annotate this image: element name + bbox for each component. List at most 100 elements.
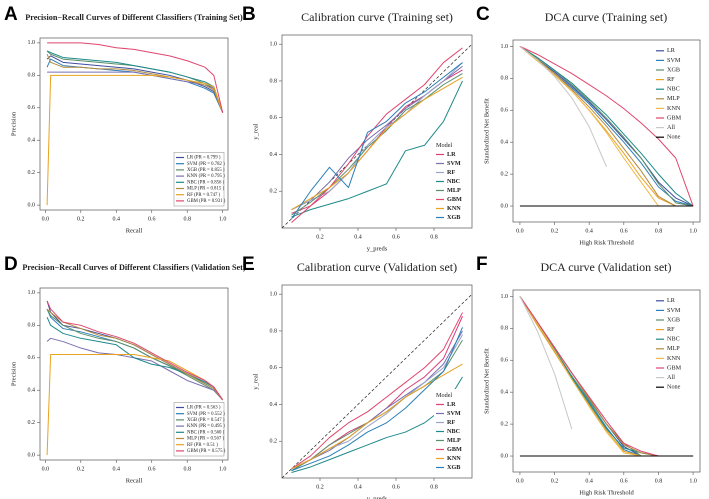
legend-label: LR xyxy=(667,297,676,304)
chart-title: Calibration curve (Training set) xyxy=(301,10,453,24)
plot-frame xyxy=(512,289,701,473)
y-tick-label: 0.4 xyxy=(501,390,509,396)
legend-label: LR xyxy=(447,151,456,158)
legend-label: GBM (PR = 0.575 ) xyxy=(187,449,226,454)
y-tick-label: 0.4 xyxy=(28,138,36,144)
series-line xyxy=(46,300,224,401)
panel-label: F xyxy=(476,254,488,275)
legend-label: GBM (PR = 0.931 ) xyxy=(187,199,226,204)
chart-title: Precision−Recall Curves of Different Cla… xyxy=(25,13,243,22)
x-tick-label: 1.0 xyxy=(219,466,227,472)
series-line xyxy=(46,337,224,401)
series-line xyxy=(291,312,463,470)
y-tick-label: 0.6 xyxy=(501,108,509,114)
x-tick-label: 0.2 xyxy=(77,466,85,472)
x-tick-label: 0.8 xyxy=(183,466,191,472)
legend-label: KNN (PR = 0.495 ) xyxy=(187,424,225,429)
panel: C DCA curve (Training set) 0.0 0.2 0.4 0.6 0.8… xyxy=(476,4,701,246)
legend-label: MLP (PR = 0.567 ) xyxy=(187,437,224,442)
legend-label: MLP xyxy=(667,345,680,352)
legend-label: NBC (PR = 0.856 ) xyxy=(187,180,225,185)
legend-box xyxy=(173,402,225,457)
x-tick-label: 0.6 xyxy=(392,484,400,490)
series-line xyxy=(47,71,224,113)
chart-title: Precision−Recall Curves of Different Cla… xyxy=(22,263,246,272)
y-tick-label: 0.0 xyxy=(28,453,36,459)
y-axis-label: Standardized Net Benefit xyxy=(483,348,490,414)
x-tick-label: 0.4 xyxy=(113,216,121,222)
legend-label: RF (PR = 0.51 ) xyxy=(187,443,218,448)
series-line xyxy=(291,62,463,220)
legend-label: XGB xyxy=(667,316,680,323)
legend-label: All xyxy=(667,374,675,381)
x-axis-label: Recall xyxy=(126,477,143,484)
legend-label: KNN xyxy=(667,355,681,362)
panel: B Calibration curve (Training set) 0.2 0.4 0… xyxy=(242,4,473,252)
x-tick-label: 0.4 xyxy=(354,234,362,240)
legend-label: SVM xyxy=(447,160,461,167)
legend-label: RF xyxy=(447,419,455,426)
legend-label: LR xyxy=(667,47,676,54)
x-tick-label: 0.2 xyxy=(77,216,85,222)
x-tick-label: 1.0 xyxy=(689,228,697,234)
x-tick-label: 0.0 xyxy=(516,478,524,484)
legend-label: RF xyxy=(447,169,455,176)
y-tick-label: 0.8 xyxy=(270,328,278,334)
y-tick-label: 1.0 xyxy=(270,42,278,48)
series-line xyxy=(47,42,224,113)
legend-label: None xyxy=(667,384,681,391)
series-line xyxy=(46,74,224,206)
legend-label: MLP xyxy=(667,95,680,102)
panel-label: A xyxy=(4,4,18,25)
legend-label: MLP (PR = 0.815 ) xyxy=(187,187,224,192)
legend-title: Model xyxy=(436,142,452,149)
y-tick-label: 0.8 xyxy=(270,78,278,84)
series-line xyxy=(46,55,224,113)
x-tick-label: 0.6 xyxy=(392,234,400,240)
y-tick-label: 0.8 xyxy=(501,326,509,332)
y-tick-label: 0.2 xyxy=(501,421,509,427)
x-tick-label: 0.8 xyxy=(430,234,438,240)
series-line xyxy=(46,308,224,401)
y-tick-label: 0.6 xyxy=(28,355,36,361)
x-tick-label: 0.0 xyxy=(42,466,50,472)
y-tick-label: 0.6 xyxy=(270,365,278,371)
legend-label: LR (PR = 0.563 ) xyxy=(187,406,221,411)
x-tick-label: 0.6 xyxy=(620,478,628,484)
legend-label: KNN xyxy=(447,205,461,212)
series-line xyxy=(519,296,573,430)
series-line xyxy=(291,62,463,211)
x-tick-label: 0.4 xyxy=(585,478,593,484)
y-tick-label: 0.2 xyxy=(28,170,36,176)
x-tick-label: 0.2 xyxy=(551,478,559,484)
series-line xyxy=(291,76,463,211)
x-tick-label: 0.4 xyxy=(585,228,593,234)
series-line xyxy=(46,317,224,401)
series-line xyxy=(519,45,694,207)
legend-label: KNN (PR = 0.795 ) xyxy=(187,174,225,179)
plot-frame xyxy=(281,284,473,479)
legend-label: XGB xyxy=(447,214,460,221)
legend-label: NBC xyxy=(447,178,460,185)
legend-label: NBC (PR = 0.560 ) xyxy=(187,430,225,435)
legend-title: Model xyxy=(436,392,452,399)
y-tick-label: 0.2 xyxy=(501,171,509,177)
panel: D Precision−Recall Curves of Different Cl… xyxy=(4,254,246,484)
panel-label: C xyxy=(476,4,490,25)
legend-label: LR (PR = 0.799 ) xyxy=(187,156,221,161)
y-tick-label: 0.4 xyxy=(270,402,278,408)
x-tick-label: 0.8 xyxy=(430,484,438,490)
y-tick-label: 0.0 xyxy=(501,453,509,459)
legend-label: MLP xyxy=(447,187,461,194)
y-tick-label: 0.8 xyxy=(28,73,36,79)
x-tick-label: 0.6 xyxy=(620,228,628,234)
legend-label: KNN xyxy=(447,455,461,462)
x-axis-label: y_preds xyxy=(367,245,388,252)
y-tick-label: 0.8 xyxy=(28,323,36,329)
chart-title: DCA curve (Validation set) xyxy=(541,260,672,274)
legend-label: XGB xyxy=(667,66,680,73)
series-line xyxy=(46,50,224,113)
panel-label: E xyxy=(242,254,255,275)
plot-frame xyxy=(39,287,229,461)
legend-box xyxy=(173,152,225,207)
